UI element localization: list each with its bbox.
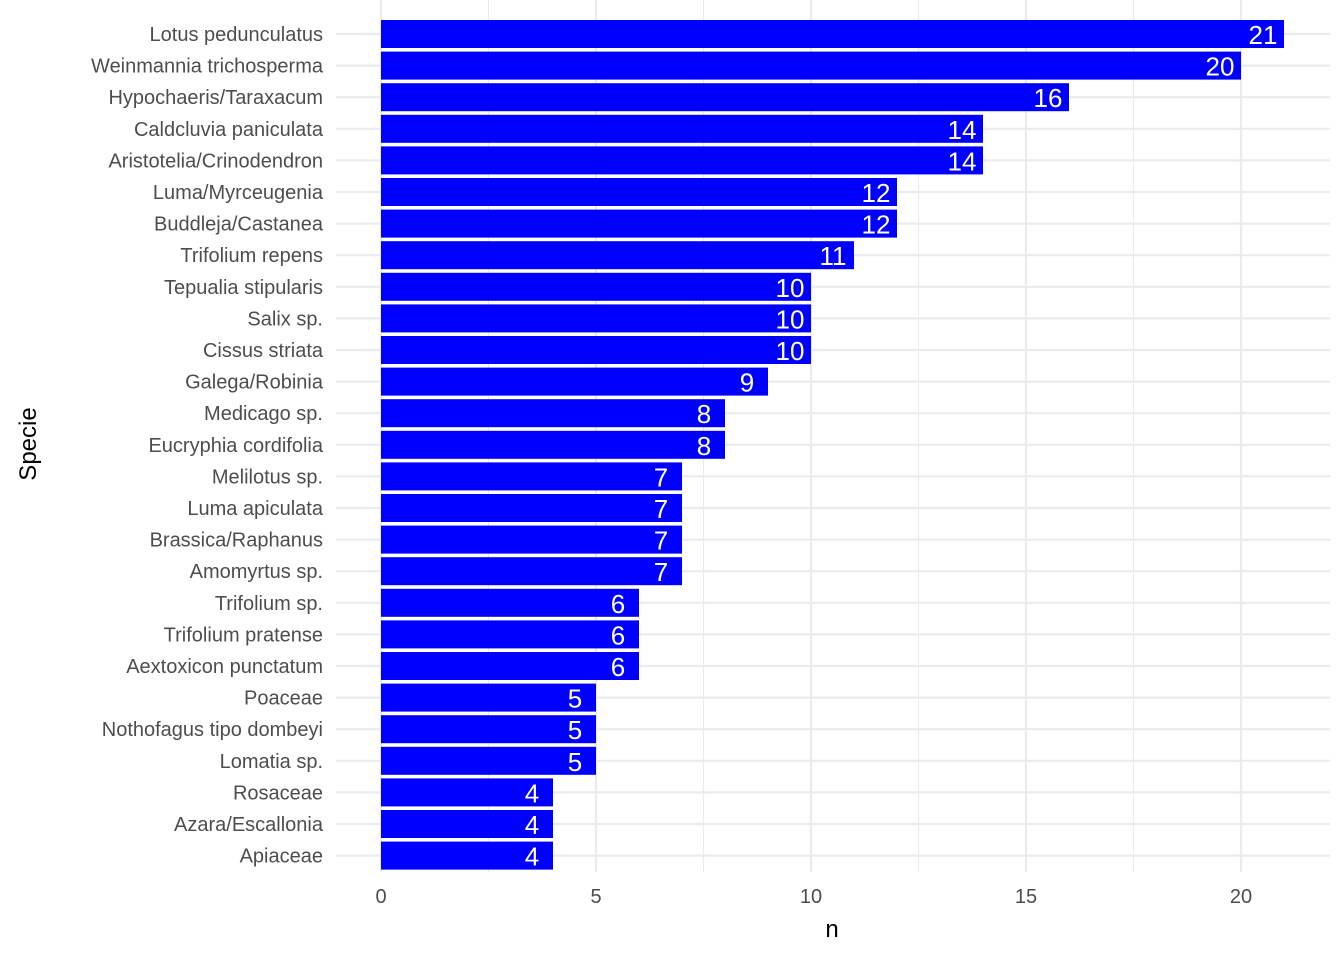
bar — [381, 620, 639, 649]
bar-value-label: 4 — [525, 810, 539, 840]
y-tick-label: Poaceae — [244, 688, 323, 710]
bar — [381, 462, 682, 491]
y-tick-label: Aristotelia/Crinodendron — [108, 150, 323, 172]
bar — [381, 430, 725, 459]
bar-value-label: 8 — [697, 431, 711, 461]
y-tick-label: Salix sp. — [247, 308, 323, 330]
bar-value-label: 12 — [862, 178, 891, 208]
y-tick-label: Caldcluvia paniculata — [134, 119, 324, 141]
bar-value-label: 5 — [568, 747, 582, 777]
y-tick-label: Rosaceae — [233, 782, 323, 804]
bar — [381, 588, 639, 617]
y-tick-label: Trifolium pratense — [164, 624, 323, 646]
bar — [381, 494, 682, 522]
bar — [381, 241, 854, 270]
bar-value-label: 6 — [611, 652, 625, 682]
bar — [381, 652, 639, 680]
bar-value-label: 14 — [948, 146, 977, 176]
bar — [381, 114, 983, 143]
y-tick-label: Aextoxicon punctatum — [126, 656, 323, 678]
y-tick-label: Buddleja/Castanea — [154, 214, 324, 236]
bar — [381, 367, 768, 396]
bar-value-label: 5 — [568, 715, 582, 745]
bar — [381, 83, 1069, 112]
x-tick-label: 15 — [1015, 886, 1037, 908]
y-tick-label: Tepualia stipularis — [164, 277, 323, 299]
bar — [381, 525, 682, 554]
bar-value-label: 5 — [568, 684, 582, 714]
bar — [381, 304, 811, 333]
bar — [381, 778, 553, 807]
y-tick-label: Medicago sp. — [204, 403, 323, 425]
x-tick-label: 5 — [590, 886, 601, 908]
bar — [381, 715, 596, 744]
bar-value-label: 7 — [654, 557, 668, 587]
bar-value-label: 14 — [948, 115, 977, 145]
bar-value-label: 10 — [776, 304, 805, 334]
bar — [381, 178, 897, 206]
bar — [381, 336, 811, 364]
y-tick-label: Galega/Robinia — [185, 372, 324, 394]
bar-value-label: 6 — [611, 620, 625, 650]
y-tick-label: Hypochaeris/Taraxacum — [108, 87, 323, 109]
bar-value-label: 4 — [525, 842, 539, 872]
y-tick-label: Weinmannia trichosperma — [91, 56, 324, 78]
x-axis-title: n — [825, 916, 838, 943]
x-tick-labels: 0 5 10 15 20 — [375, 886, 1252, 908]
bar-value-label: 11 — [820, 241, 847, 271]
bar — [381, 146, 983, 175]
bar — [381, 557, 682, 586]
x-tick-label: 10 — [800, 886, 822, 908]
bar — [381, 683, 596, 712]
y-tick-label: Lomatia sp. — [220, 751, 323, 773]
bar-value-label: 10 — [776, 273, 805, 303]
bar — [381, 209, 897, 238]
bar-value-label: 21 — [1249, 20, 1278, 50]
bar-value-label: 9 — [740, 368, 754, 398]
bar-value-label: 7 — [654, 462, 668, 492]
bar-value-label: 8 — [697, 399, 711, 429]
y-tick-label: Eucryphia cordifolia — [148, 435, 323, 457]
y-axis-title: Specie — [15, 407, 42, 480]
y-tick-labels: Lotus pedunculatus Weinmannia trichosperm… — [91, 24, 324, 868]
y-tick-label: Melilotus sp. — [212, 466, 323, 488]
y-tick-label: Apiaceae — [240, 846, 323, 868]
bar — [381, 20, 1284, 48]
y-tick-label: Trifolium sp. — [215, 593, 323, 615]
x-tick-label: 20 — [1230, 886, 1252, 908]
bar-value-label: 7 — [654, 494, 668, 524]
y-tick-label: Nothofagus tipo dombeyi — [102, 719, 323, 741]
bar — [381, 841, 553, 870]
bar — [381, 272, 811, 301]
bar — [381, 746, 596, 775]
bar-value-label: 16 — [1034, 83, 1063, 113]
y-tick-label: Lotus pedunculatus — [150, 24, 323, 46]
y-tick-label: Luma apiculata — [187, 498, 324, 520]
bar-value-label: 4 — [525, 778, 539, 808]
y-tick-label: Trifolium repens — [180, 245, 323, 267]
bar-value-label: 10 — [776, 336, 805, 366]
y-tick-label: Azara/Escallonia — [174, 814, 324, 836]
bars — [381, 20, 1284, 870]
y-tick-label: Brassica/Raphanus — [150, 530, 323, 552]
y-tick-label: Amomyrtus sp. — [190, 561, 323, 583]
bar — [381, 399, 725, 428]
bar-value-label: 12 — [862, 210, 891, 240]
bar — [381, 810, 553, 838]
y-tick-label: Cissus striata — [203, 340, 324, 362]
bar-value-label: 20 — [1206, 52, 1235, 82]
bar — [381, 51, 1241, 80]
bar-value-label: 7 — [654, 526, 668, 556]
bar-value-label: 6 — [611, 589, 625, 619]
x-tick-label: 0 — [375, 886, 386, 908]
y-tick-label: Luma/Myrceugenia — [153, 182, 324, 204]
